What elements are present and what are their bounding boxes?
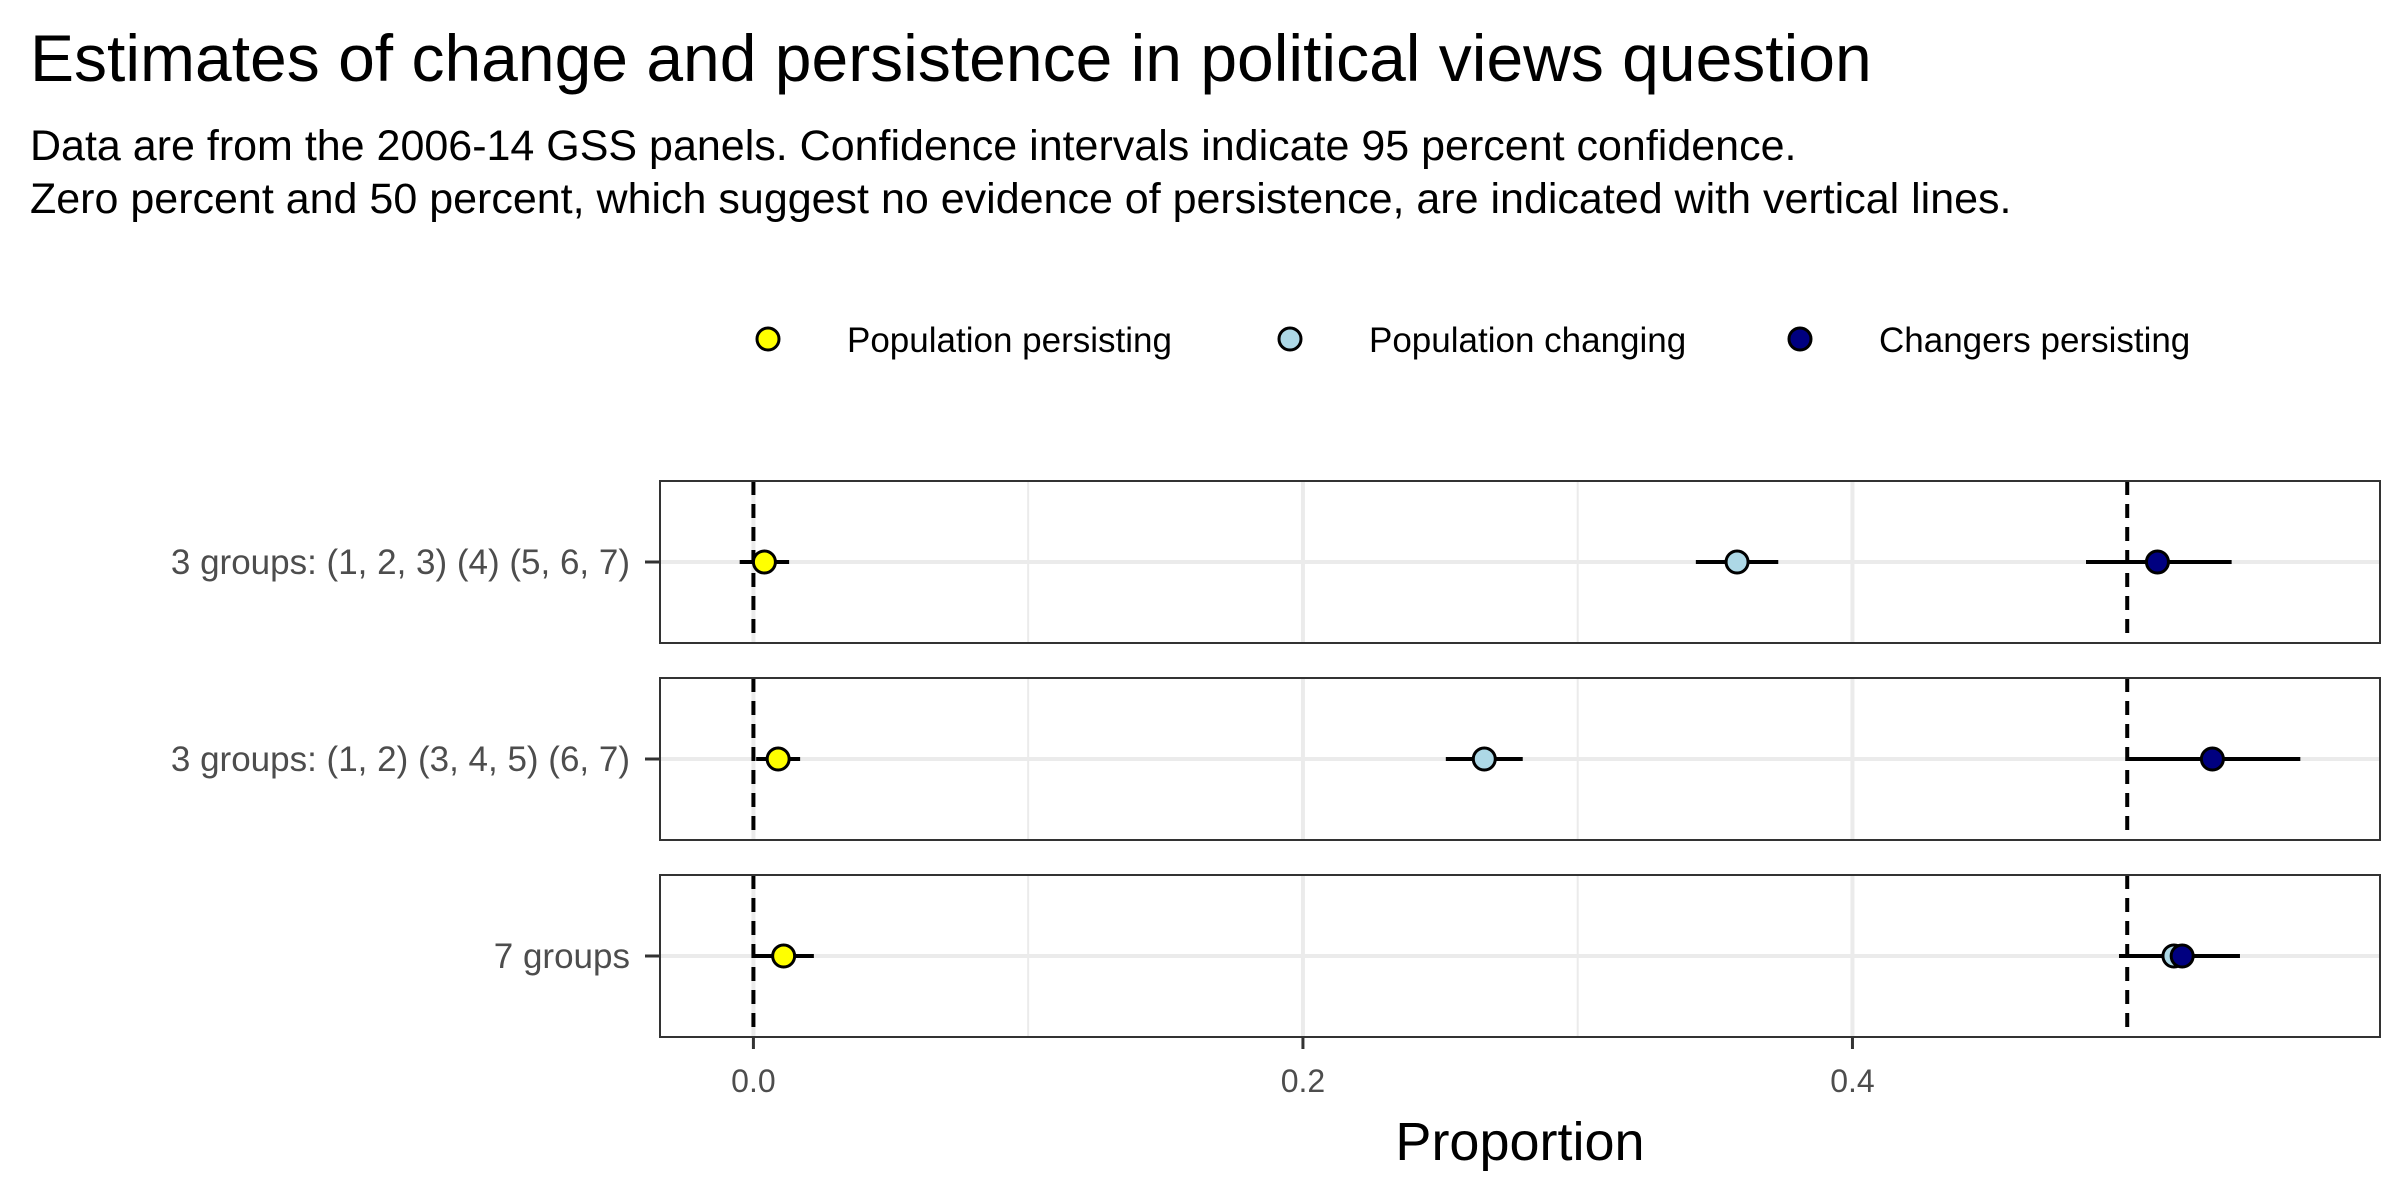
legend-key — [1277, 326, 1303, 352]
legend-label: Population persisting — [847, 321, 1172, 360]
x-tick-label: 0.4 — [1830, 1063, 1874, 1099]
legend-item: Population persisting — [755, 321, 1172, 360]
data-point — [2169, 943, 2195, 969]
data-point — [1471, 746, 1497, 772]
y-tick-label: 7 groups — [494, 937, 630, 976]
legend-item: Population changing — [1277, 321, 1686, 360]
x-tick-label: 0.0 — [731, 1063, 775, 1099]
legend-key — [755, 326, 781, 352]
subtitle-line-2: Zero percent and 50 percent, which sugge… — [30, 175, 2012, 223]
legend-label: Population changing — [1369, 321, 1686, 360]
legend-item: Changers persisting — [1787, 321, 2190, 360]
data-point — [2144, 549, 2170, 575]
legend: Population persisting Population changing… — [755, 321, 2190, 360]
y-tick-label: 3 groups: (1, 2, 3) (4) (5, 6, 7) — [171, 543, 630, 582]
x-axis: 0.0 0.2 0.4 Proportion — [731, 1037, 1875, 1172]
data-point — [765, 746, 791, 772]
legend-label: Changers persisting — [1879, 321, 2190, 360]
y-tick-label: 3 groups: (1, 2) (3, 4, 5) (6, 7) — [171, 740, 630, 779]
x-axis-title: Proportion — [1395, 1112, 1644, 1172]
facet-panels: 3 groups: (1, 2, 3) (4) (5, 6, 7) 3 group… — [171, 480, 2381, 1038]
data-point — [2199, 746, 2225, 772]
chart-title: Estimates of change and persistence in p… — [30, 21, 1872, 95]
chart-subtitle: Data are from the 2006-14 GSS panels. Co… — [30, 120, 2012, 226]
facet-panel: 3 groups: (1, 2, 3) (4) (5, 6, 7) — [171, 480, 2381, 644]
facet-panel: 7 groups — [494, 874, 2381, 1038]
data-point — [771, 943, 797, 969]
data-point — [1724, 549, 1750, 575]
legend-key — [1787, 326, 1813, 352]
facet-panel: 3 groups: (1, 2) (3, 4, 5) (6, 7) — [171, 677, 2381, 841]
data-point — [751, 549, 777, 575]
x-tick-label: 0.2 — [1281, 1063, 1325, 1099]
subtitle-line-1: Data are from the 2006-14 GSS panels. Co… — [30, 122, 1797, 170]
